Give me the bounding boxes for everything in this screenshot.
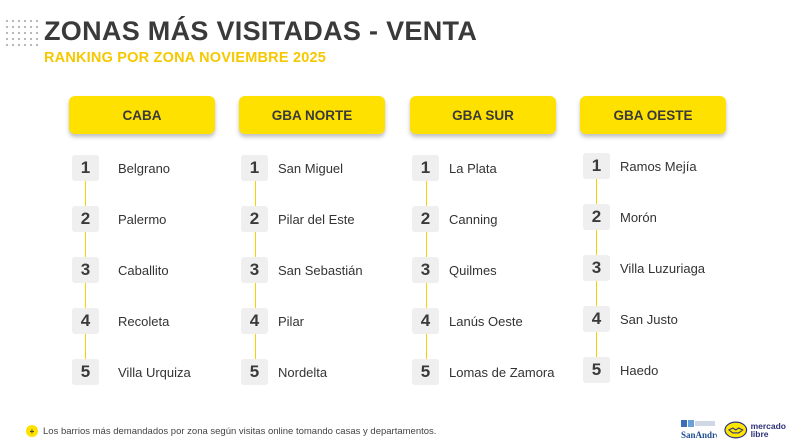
neighborhood-name: Caballito [118, 262, 169, 278]
neighborhood-name: Quilmes [449, 262, 497, 278]
page-title: ZONAS MÁS VISITADAS - VENTA [44, 16, 478, 46]
mercado-libre-line2: libre [750, 429, 769, 439]
ranking-item: 5 Nordelta [241, 359, 391, 385]
mercado-libre-line1: mercado [750, 420, 786, 431]
ranking-item: 3 San Sebastián [241, 257, 391, 283]
rank-number: 4 [241, 308, 268, 334]
zone-column-caba: CABA 1 Belgrano 2 Palermo 3 Caballito 4 … [69, 96, 215, 386]
zone-column-gba-oeste: GBA OESTE 1 Ramos Mejía 2 Morón 3 Villa … [580, 96, 726, 386]
neighborhood-name: Palermo [118, 211, 167, 227]
ranking-item: 4 Recoleta [72, 308, 222, 334]
ranking-item: 4 Pilar [241, 308, 391, 334]
neighborhood-name: Recoleta [118, 313, 170, 329]
ranking-item: 3 Caballito [72, 257, 222, 283]
neighborhood-name: Belgrano [118, 160, 171, 176]
neighborhood-name: Villa Urquiza [118, 364, 191, 380]
plus-circle-icon: + [26, 425, 38, 437]
dot-grid-icon [4, 18, 38, 48]
ranking-item: 5 Lomas de Zamora [412, 359, 572, 385]
zone-header: GBA NORTE [239, 96, 385, 134]
footnote: + Los barrios más demandados por zona se… [26, 425, 436, 437]
rank-number: 5 [412, 359, 439, 385]
neighborhood-name: Villa Luzuriaga [620, 260, 706, 276]
ranking-item: 1 Belgrano [72, 155, 222, 181]
ranking-item: 3 Quilmes [412, 257, 572, 283]
zone-header: CABA [69, 96, 215, 134]
san-andres-logo-text: SanAndres [681, 430, 717, 440]
neighborhood-name: Pilar [278, 313, 305, 329]
ranking-item: 5 Villa Urquiza [72, 359, 222, 385]
rank-number: 1 [72, 155, 99, 181]
zone-header: GBA SUR [410, 96, 556, 134]
ranking-item: 3 Villa Luzuriaga [583, 255, 733, 281]
ranking-item: 1 La Plata [412, 155, 572, 181]
zone-column-gba-norte: GBA NORTE 1 San Miguel 2 Pilar del Este … [239, 96, 385, 386]
ranking-item: 5 Haedo [583, 357, 733, 383]
neighborhood-name: San Miguel [278, 160, 344, 176]
rank-number: 4 [412, 308, 439, 334]
neighborhood-name: Haedo [620, 362, 659, 378]
handshake-icon [724, 421, 748, 439]
ranking-item: 2 Palermo [72, 206, 222, 232]
neighborhood-name: San Justo [620, 311, 678, 327]
footnote-text: Los barrios más demandados por zona segú… [43, 425, 437, 437]
rank-number: 2 [412, 206, 439, 232]
neighborhood-name: Ramos Mejía [620, 158, 697, 174]
ranking-item: 1 Ramos Mejía [583, 153, 733, 179]
ranking-item: 4 Lanús Oeste [412, 308, 572, 334]
rank-number: 3 [583, 255, 610, 281]
zone-column-gba-sur: GBA SUR 1 La Plata 2 Canning 3 Quilmes 4… [410, 96, 556, 386]
mercado-libre-logo: mercado libre [724, 418, 786, 442]
page-subtitle: RANKING POR ZONA NOVIEMBRE 2025 [44, 50, 327, 66]
ranking-item: 2 Morón [583, 204, 733, 230]
neighborhood-name: Lomas de Zamora [449, 364, 555, 380]
rank-number: 5 [583, 357, 610, 383]
neighborhood-name: Nordelta [278, 364, 328, 380]
rank-number: 2 [583, 204, 610, 230]
ranking-item: 1 San Miguel [241, 155, 391, 181]
rank-number: 4 [583, 306, 610, 332]
rank-number: 3 [72, 257, 99, 283]
zone-header: GBA OESTE [580, 96, 726, 134]
ranking-item: 4 San Justo [583, 306, 733, 332]
rank-number: 2 [72, 206, 99, 232]
neighborhood-name: Lanús Oeste [449, 313, 523, 329]
san-andres-logo: SanAndres [679, 419, 724, 441]
rank-number: 2 [241, 206, 268, 232]
rank-number: 1 [583, 153, 610, 179]
rank-number: 3 [412, 257, 439, 283]
rank-number: 1 [412, 155, 439, 181]
rank-number: 3 [241, 257, 268, 283]
rank-number: 5 [241, 359, 268, 385]
neighborhood-name: Canning [449, 211, 498, 227]
rank-number: 4 [72, 308, 99, 334]
rank-number: 1 [241, 155, 268, 181]
rank-number: 5 [72, 359, 99, 385]
neighborhood-name: Pilar del Este [278, 211, 355, 227]
neighborhood-name: Morón [620, 209, 657, 225]
neighborhood-name: San Sebastián [278, 262, 363, 278]
ranking-item: 2 Pilar del Este [241, 206, 391, 232]
ranking-item: 2 Canning [412, 206, 572, 232]
neighborhood-name: La Plata [449, 160, 497, 176]
